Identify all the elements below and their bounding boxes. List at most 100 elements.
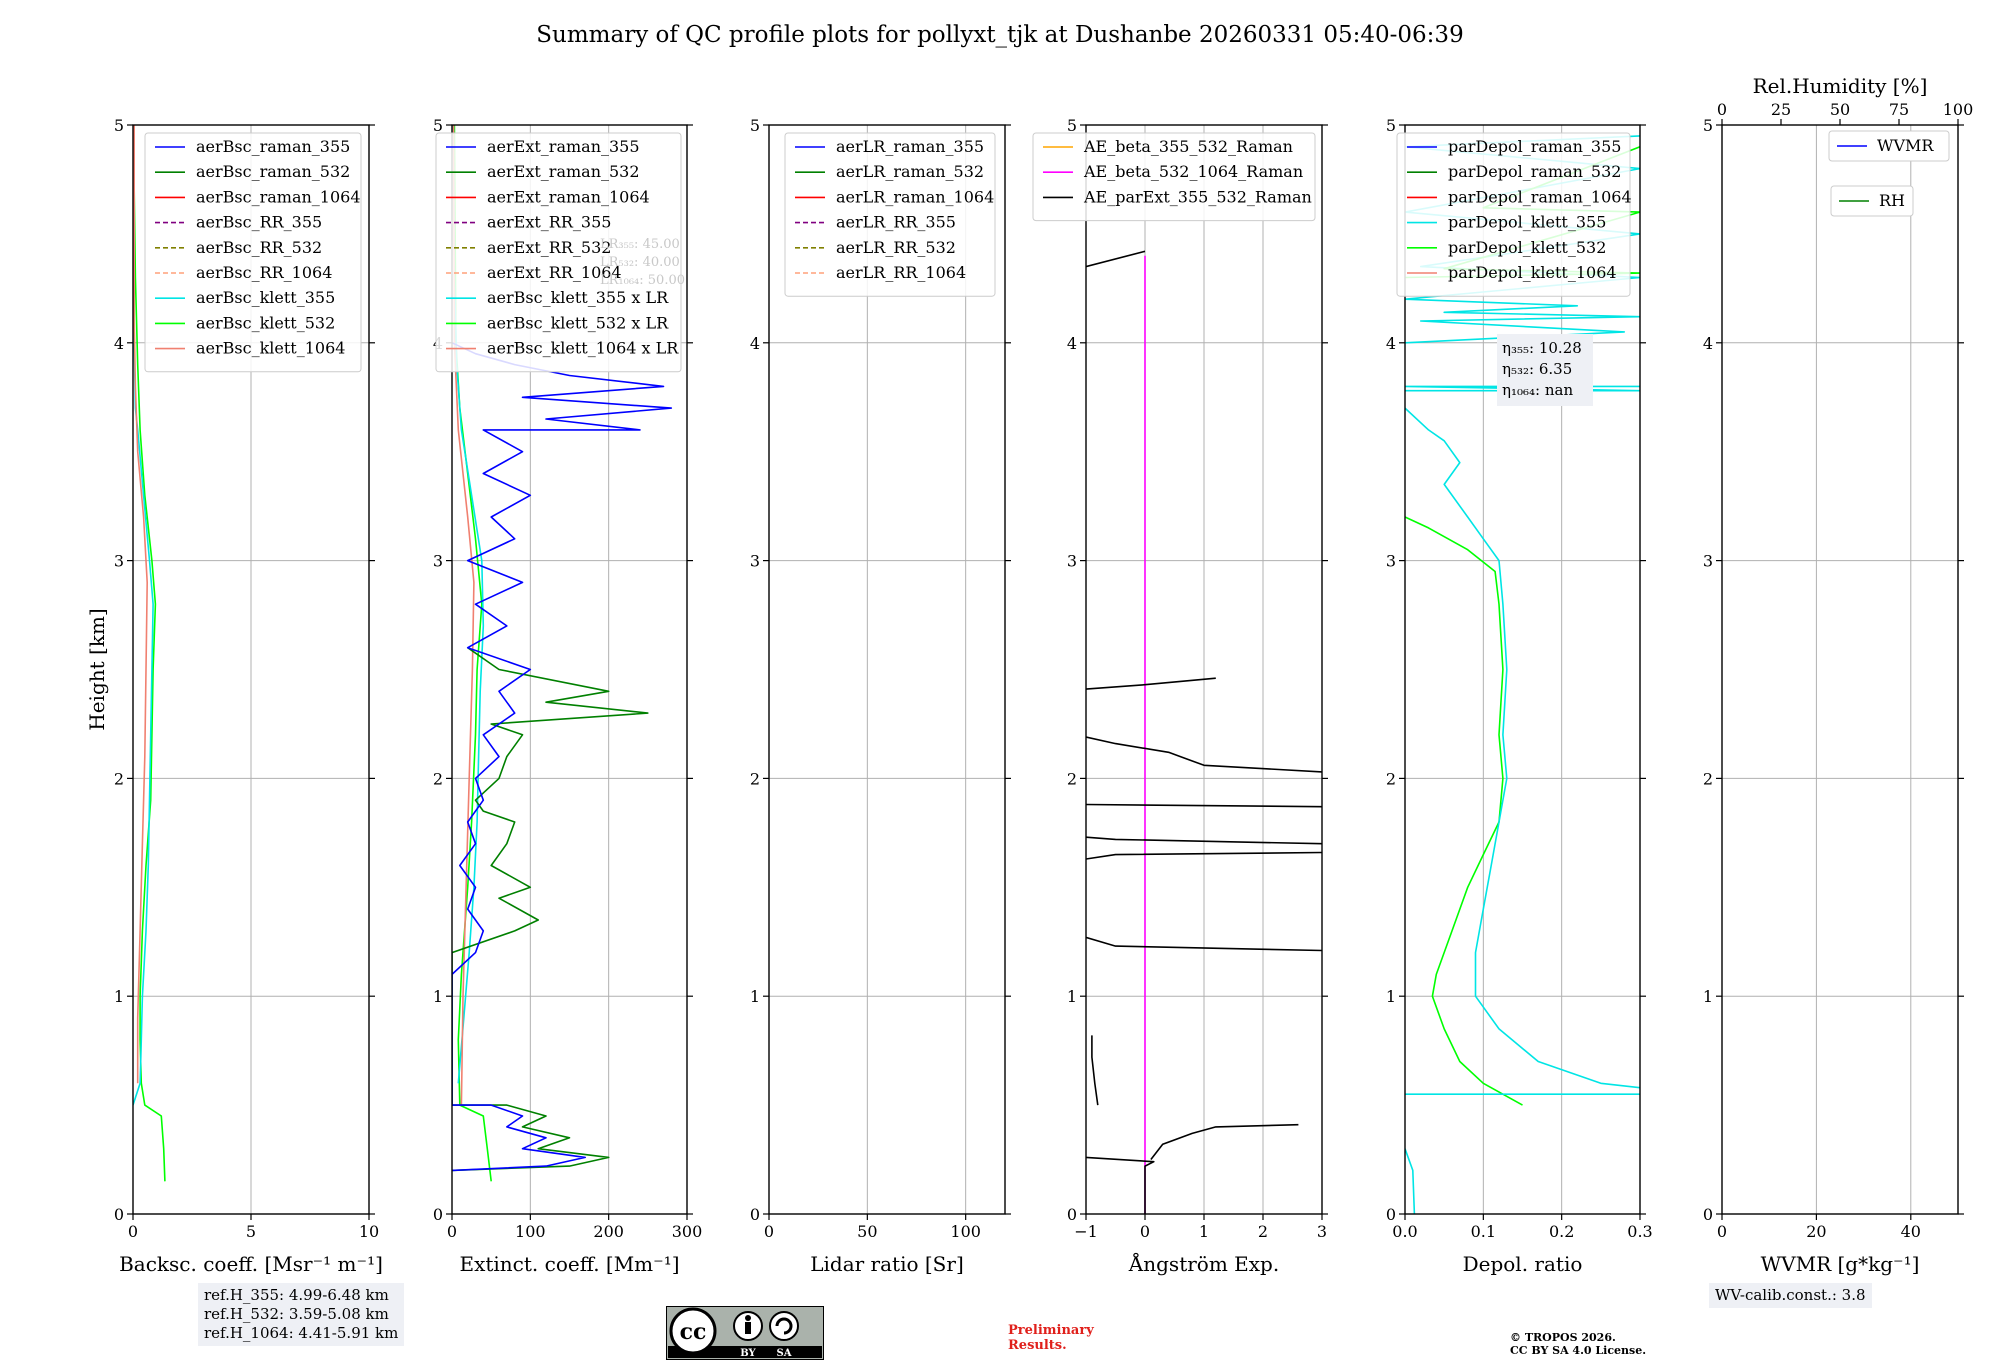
top-x-tick-label: 50 <box>1830 100 1850 119</box>
legend-label: aerBsc_RR_1064 <box>196 263 332 282</box>
series-group <box>133 125 166 1182</box>
panel-lidar-ratio: 0 50 100 0 1 2 3 4 5 Lidar ratio [Sr] aerLR_raman_… <box>750 116 1011 1276</box>
axes-frame <box>451 124 688 1215</box>
preliminary-notice: Preliminary Results. <box>1008 1323 1094 1353</box>
x-axis-label: Depol. ratio <box>1463 1252 1583 1276</box>
series-line-AE_parExt_355_532_Raman <box>1086 736 1322 773</box>
series-group <box>1405 135 1640 1214</box>
legend-box <box>784 132 996 297</box>
wv-calibration-box: WV-calib.const.: 3.8 <box>1709 1283 1872 1308</box>
y-tick-label: 5 <box>1067 116 1077 135</box>
legend-label: parDepol_klett_532 <box>1448 238 1606 257</box>
x-tick-label: 0.1 <box>1471 1222 1496 1241</box>
legend-label: aerBsc_raman_532 <box>196 162 350 181</box>
x-tick-label: 0 <box>1717 1222 1727 1241</box>
legend-label: AE_beta_532_1064_Raman <box>1083 162 1303 181</box>
x-tick-label: 10 <box>359 1222 379 1241</box>
series-line-AE_parExt_355_532_Raman <box>1150 1123 1299 1160</box>
panel-depolarization: 0.0 0.1 0.2 0.3 0 1 2 3 4 5 Depol. ratio parDepol_r… <box>1386 116 1653 1276</box>
eta-label: η₅₃₂: 6.35 <box>1502 360 1572 378</box>
legend-label: aerBsc_klett_355 <box>196 288 335 307</box>
x-axis-label: Ångström Exp. <box>1128 1251 1279 1276</box>
badge-sa-label: SA <box>777 1348 792 1359</box>
legend-label: parDepol_raman_1064 <box>1448 187 1632 206</box>
copyright-line-1: © TROPOS 2026. <box>1510 1331 1616 1344</box>
x-tick-label: 2 <box>1258 1222 1268 1241</box>
y-tick-label: 3 <box>114 552 124 571</box>
lidar-ratio-label: LR₁₀₆₄: 50.00 <box>600 273 685 288</box>
ref-height-532: ref.H_532: 3.59-5.08 km <box>204 1305 389 1323</box>
preliminary-line-2: Results. <box>1008 1338 1067 1353</box>
axes-frame <box>1721 124 1959 1215</box>
legend-label: parDepol_klett_355 <box>1448 213 1606 232</box>
legend-label: aerLR_raman_532 <box>836 162 984 181</box>
x-tick-label: 0.3 <box>1627 1222 1652 1241</box>
legend-box <box>1830 185 1914 217</box>
legend-box <box>435 132 682 373</box>
legend-label: AE_beta_355_532_Raman <box>1083 137 1293 156</box>
y-tick-label: 3 <box>1703 552 1713 571</box>
copyright-line-2: CC BY SA 4.0 License. <box>1510 1344 1647 1357</box>
badge-by-label: BY <box>740 1348 756 1359</box>
y-tick-label: 3 <box>1067 552 1077 571</box>
x-axis-label: Lidar ratio [Sr] <box>810 1252 964 1276</box>
reference-height-box: ref.H_355: 4.99-6.48 km ref.H_532: 3.59-… <box>198 1283 405 1346</box>
y-tick-label: 5 <box>114 116 124 135</box>
x-tick-label: −1 <box>1074 1222 1098 1241</box>
cc-logo-text: cc <box>680 1319 707 1345</box>
legend-label: aerBsc_raman_355 <box>196 137 350 156</box>
panel-water-vapor: 0 20 40 0 1 2 3 4 5 WVMR [g*kg⁻¹] 0 25 50 75 100 Rel.Hu… <box>1703 74 1973 1276</box>
y-tick-label: 2 <box>114 769 124 788</box>
series-line-AE_parExt_355_532_Raman <box>1086 936 1322 952</box>
preliminary-line-1: Preliminary <box>1008 1323 1094 1338</box>
y-tick-label: 0 <box>433 1205 443 1224</box>
y-tick-label: 2 <box>1386 769 1396 788</box>
y-tick-label: 0 <box>750 1205 760 1224</box>
series-line-AE_parExt_355_532_Raman <box>1091 1035 1099 1106</box>
y-tick-label: 2 <box>1067 769 1077 788</box>
y-tick-label: 3 <box>750 552 760 571</box>
legend-label: RH <box>1879 191 1905 210</box>
legend-label: aerBsc_klett_355 x LR <box>487 288 669 307</box>
x-tick-label: 100 <box>950 1222 981 1241</box>
series-line-aerExt_raman_355 <box>452 342 673 1172</box>
x-axis-label: WVMR [g*kg⁻¹] <box>1761 1252 1920 1276</box>
y-tick-label: 3 <box>433 552 443 571</box>
y-tick-label: 1 <box>114 987 124 1006</box>
panel-extinction: 0100200300012345Extinct. coeff. [Mm⁻¹]ae… <box>433 116 702 1276</box>
series-line-aerBsc_klett_532 <box>133 125 166 1182</box>
y-tick-label: 3 <box>1386 552 1396 571</box>
x-tick-label: 20 <box>1806 1222 1826 1241</box>
series-group <box>452 125 673 1182</box>
x-tick-label: 50 <box>857 1222 877 1241</box>
legend-label: AE_parExt_355_532_Raman <box>1083 187 1312 206</box>
y-tick-label: 4 <box>114 334 124 353</box>
legend-label: aerExt_RR_1064 <box>487 263 622 282</box>
top-x-tick-label: 0 <box>1717 100 1727 119</box>
y-tick-label: 4 <box>1067 334 1077 353</box>
y-tick-label: 0 <box>1386 1205 1396 1224</box>
legend-label: aerBsc_RR_532 <box>196 238 322 257</box>
y-tick-label: 2 <box>750 769 760 788</box>
cc-logo-icon <box>669 1307 717 1355</box>
y-tick-label: 4 <box>1386 334 1396 353</box>
legend-label: aerBsc_klett_1064 x LR <box>487 339 679 358</box>
top-x-axis-label: Rel.Humidity [%] <box>1753 74 1928 98</box>
y-tick-label: 5 <box>1386 116 1396 135</box>
figure-title: Summary of QC profile plots for pollyxt_… <box>536 22 1464 48</box>
series-line-AE_parExt_355_532_Raman <box>1086 803 1322 808</box>
x-tick-label: 0 <box>447 1222 457 1241</box>
cc-by-sa-badge: cc BY SA <box>666 1306 824 1360</box>
series-line-AE_parExt_355_532_Raman <box>1086 250 1146 268</box>
legend-label: aerExt_RR_532 <box>487 238 611 257</box>
x-tick-label: 0 <box>764 1222 774 1241</box>
lidar-ratio-label: LR₅₃₂: 40.00 <box>600 255 680 270</box>
x-tick-label: 0 <box>1140 1222 1150 1241</box>
legend-label: aerExt_raman_355 <box>487 137 640 156</box>
lidar-ratio-label: LR₃₅₅: 45.00 <box>600 237 680 252</box>
legend-label: WVMR <box>1877 136 1934 155</box>
legend-label: aerBsc_klett_532 x LR <box>487 313 669 332</box>
x-tick-label: 40 <box>1901 1222 1921 1241</box>
x-tick-label: 0.2 <box>1549 1222 1574 1241</box>
y-tick-label: 5 <box>433 116 443 135</box>
